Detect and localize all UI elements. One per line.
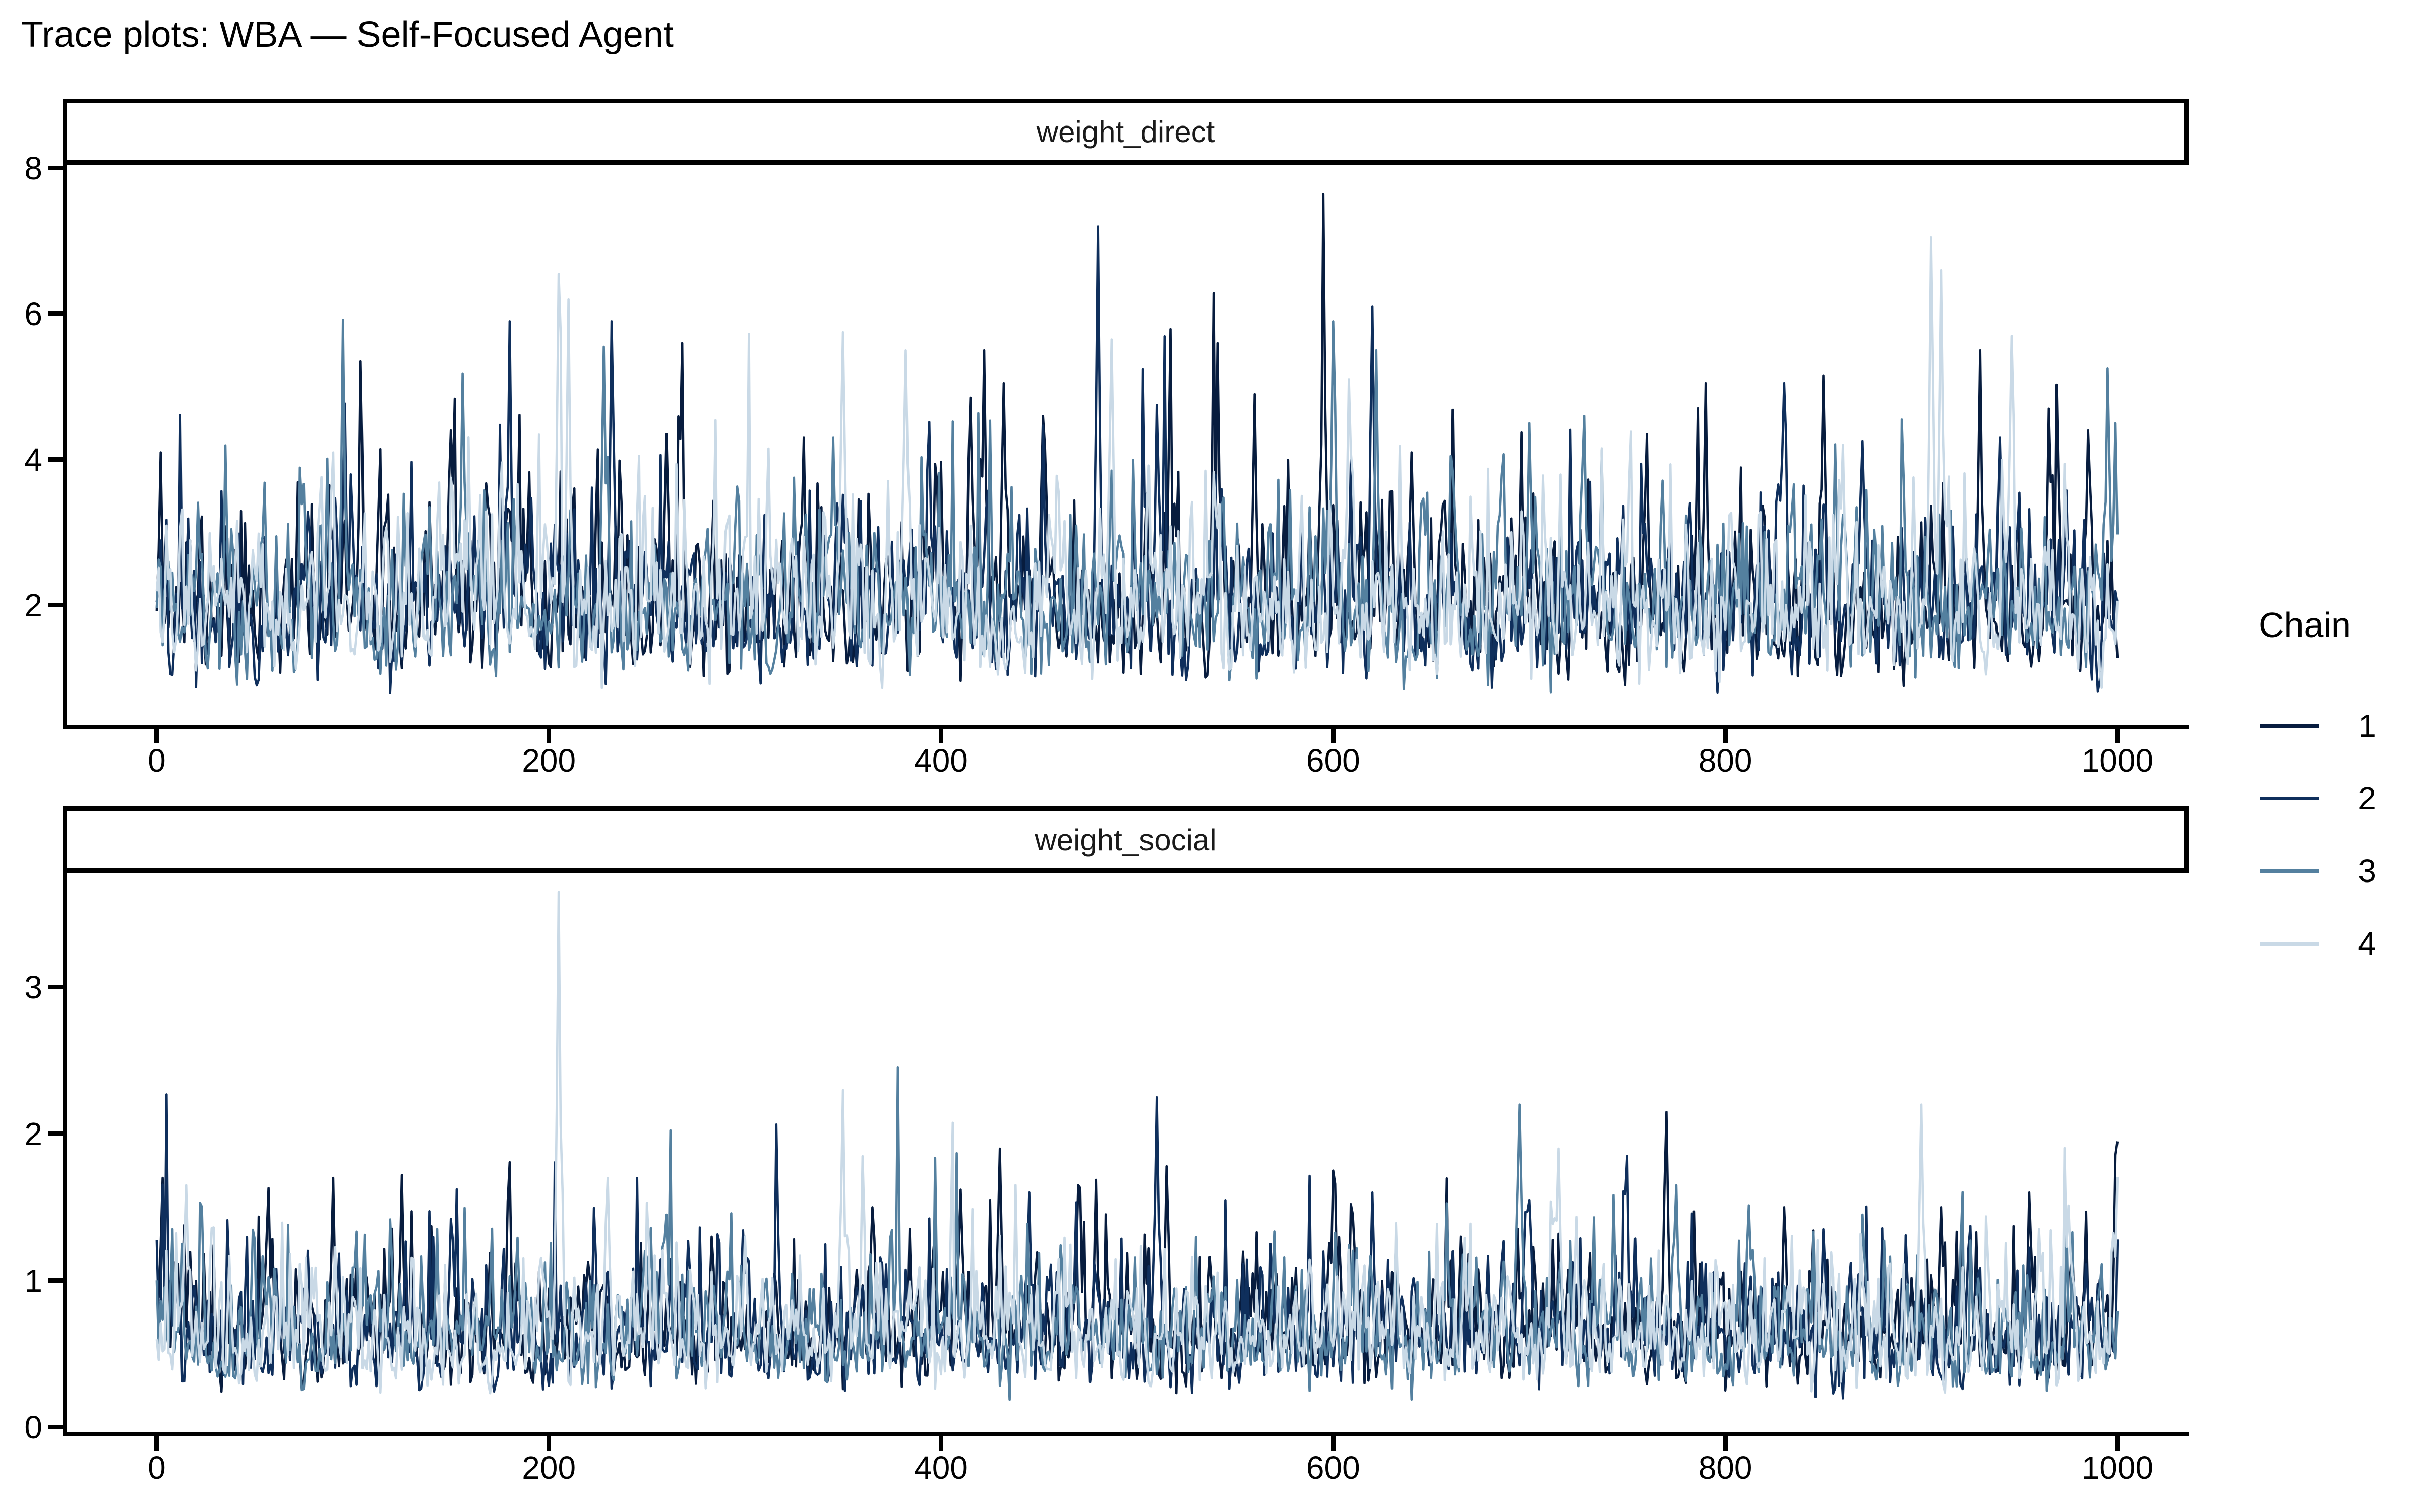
x-axis-line (62, 1431, 2189, 1436)
y-tick-label: 2 (24, 587, 42, 623)
x-tick-label: 200 (522, 742, 576, 779)
x-tick-label: 1000 (2081, 1450, 2154, 1486)
x-tick-label: 200 (522, 1450, 576, 1486)
y-tick-mark (48, 311, 63, 317)
x-tick-label: 0 (148, 1450, 166, 1486)
x-tick-label: 400 (914, 1450, 968, 1486)
trace-line-chain-4 (155, 236, 2119, 689)
x-tick-mark (154, 1436, 159, 1451)
x-tick-label: 600 (1306, 1450, 1360, 1486)
x-tick-mark (938, 729, 943, 743)
y-tick-label: 4 (24, 441, 42, 478)
legend-swatch-line (2260, 942, 2319, 946)
facet-strip-weight-direct: weight_direct (63, 99, 2189, 165)
x-tick-mark (1723, 729, 1728, 743)
trace-canvas-weight-social (155, 891, 2119, 1401)
y-tick-mark (48, 457, 63, 462)
y-tick-label: 2 (24, 1115, 42, 1152)
y-tick-label: 3 (24, 969, 42, 1005)
y-axis-line (62, 873, 67, 1436)
legend-swatch-line (2260, 869, 2319, 873)
legend-item-label: 3 (2358, 853, 2376, 889)
legend-item-label: 2 (2358, 780, 2376, 816)
legend-item-label: 1 (2358, 708, 2376, 744)
y-axis-line (62, 165, 67, 729)
facet-strip-label: weight_social (1035, 823, 1217, 857)
y-tick-label: 1 (24, 1262, 42, 1299)
legend-item-chain-4: 4 (2238, 925, 2415, 962)
legend-item-chain-1: 1 (2238, 708, 2415, 744)
y-tick-mark (48, 985, 63, 990)
facet-strip-weight-social: weight_social (63, 806, 2189, 873)
legend-item-chain-2: 2 (2238, 780, 2415, 816)
x-tick-mark (154, 729, 159, 743)
y-tick-label: 0 (24, 1409, 42, 1445)
y-tick-mark (48, 166, 63, 171)
legend-item-label: 4 (2358, 925, 2376, 962)
x-tick-mark (1330, 1436, 1336, 1451)
x-tick-label: 800 (1698, 1450, 1752, 1486)
x-axis-line (62, 724, 2189, 729)
y-tick-mark (48, 603, 63, 608)
x-tick-label: 600 (1306, 742, 1360, 779)
y-tick-label: 6 (24, 295, 42, 332)
x-tick-mark (1330, 729, 1336, 743)
y-tick-mark (48, 1278, 63, 1283)
x-tick-mark (547, 729, 552, 743)
legend-swatch-line (2260, 724, 2319, 728)
x-tick-mark (1723, 1436, 1728, 1451)
legend-item-chain-3: 3 (2238, 853, 2415, 889)
y-tick-mark (48, 1131, 63, 1137)
x-tick-mark (938, 1436, 943, 1451)
x-tick-mark (547, 1436, 552, 1451)
x-tick-mark (2115, 729, 2120, 743)
plot-title: Trace plots: WBA — Self-Focused Agent (21, 15, 674, 55)
x-tick-label: 400 (914, 742, 968, 779)
trace-canvas-weight-direct (155, 193, 2119, 694)
facet-strip-label: weight_direct (1036, 115, 1215, 149)
x-tick-label: 0 (148, 742, 166, 779)
y-tick-mark (48, 1425, 63, 1430)
legend-swatch-line (2260, 797, 2319, 800)
trace-line-chain-3 (155, 1066, 2119, 1401)
trace-line-chain-4 (155, 891, 2119, 1395)
x-tick-label: 800 (1698, 742, 1752, 779)
x-tick-mark (2115, 1436, 2120, 1451)
y-tick-label: 8 (24, 150, 42, 186)
x-tick-label: 1000 (2081, 742, 2154, 779)
legend-title: Chain (2259, 605, 2351, 645)
